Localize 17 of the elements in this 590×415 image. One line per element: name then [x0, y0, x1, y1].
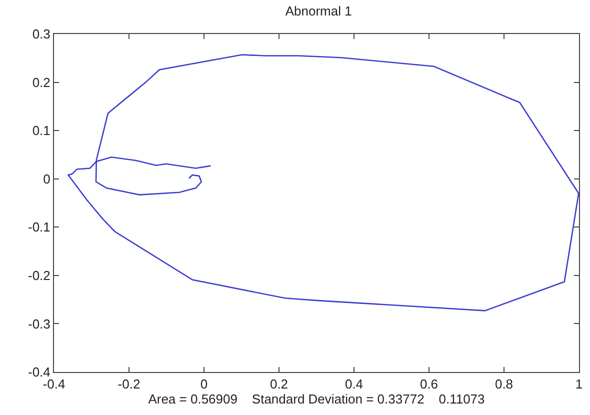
x-tick-label: 0.8 — [494, 376, 514, 392]
x-tick-label: 0.6 — [420, 376, 438, 392]
y-tick-label: 0.1 — [32, 123, 50, 138]
y-tick-label: -0.1 — [28, 220, 50, 235]
y-tick-label: 0.2 — [32, 74, 50, 90]
y-tick-label: 0.3 — [32, 26, 50, 42]
y-tick-label: -0.3 — [28, 316, 50, 332]
x-tick-label: 0.4 — [344, 376, 364, 392]
line-series — [68, 54, 579, 312]
y-tick-label: 0 — [43, 171, 50, 186]
x-tick-label: 0 — [200, 376, 208, 392]
chart-title: Abnormal 1 — [285, 3, 352, 18]
x-tick-label: 0.2 — [270, 376, 288, 392]
x-tick-label: 1 — [575, 376, 583, 392]
x-tick-label: -0.2 — [118, 376, 140, 392]
x-axis-title: Area = 0.56909 Standard Deviation = 0.33772 0.11073 — [148, 392, 485, 407]
y-tick-label: -0.2 — [28, 268, 50, 283]
